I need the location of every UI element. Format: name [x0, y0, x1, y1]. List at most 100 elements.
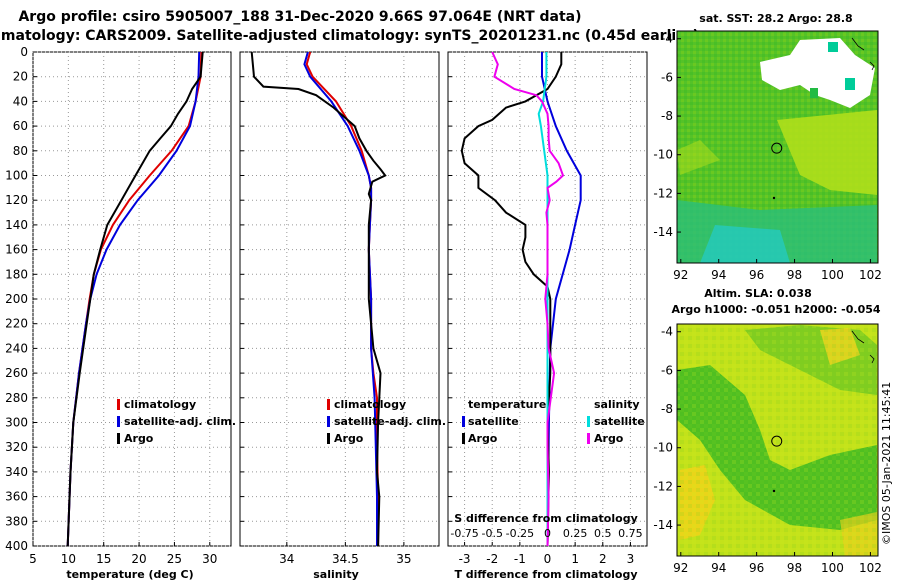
sst-coolest-patch — [700, 225, 790, 263]
s-difference-axis-label: S difference from climatology — [454, 512, 638, 525]
depth-tick-label: 200 — [5, 292, 28, 306]
legend-label-t-satellite: satellite — [468, 415, 519, 428]
legend-label-t-argo: Argo — [468, 432, 498, 445]
depth-tick-label: 60 — [13, 119, 28, 133]
depth-tick-label: 20 — [13, 70, 28, 84]
legend-swatch-s-satellite — [587, 416, 590, 427]
depth-tick-label: 340 — [5, 465, 28, 479]
sst-cloud-mask — [760, 38, 875, 108]
s-diff-tick-label: 0.75 — [618, 527, 643, 540]
x-tick-label: 1 — [571, 552, 579, 566]
x-tick-label: 3 — [627, 552, 635, 566]
depth-tick-label: 260 — [5, 366, 28, 380]
x-tick-label: -3 — [459, 552, 471, 566]
sst-island — [772, 196, 776, 200]
legend-swatch-climatology — [117, 399, 120, 410]
x-tick-label: 20 — [131, 552, 146, 566]
salinity-tick-labels: 34 34.5 35 — [279, 552, 411, 566]
lat-tick-label: -6 — [661, 70, 673, 84]
legend-label-climatology: climatology — [124, 398, 196, 411]
legend-label-satellite: satellite-adj. clim. — [334, 415, 446, 428]
t-diff-argo-line — [460, 52, 563, 546]
sla-map-subtitle: Argo h1000: -0.051 h2000: -0.054 — [671, 303, 880, 316]
s-diff-tick-label: 0.25 — [563, 527, 588, 540]
x-tick-label: -2 — [486, 552, 498, 566]
lat-tick-label: -8 — [661, 109, 673, 123]
legend-label-s-argo: Argo — [594, 432, 624, 445]
temperature-legend: climatology satellite-adj. clim. Argo — [117, 398, 236, 445]
s-diff-argo-line — [491, 52, 565, 546]
s-diff-tick-label: -0.75 — [450, 527, 478, 540]
legend-swatch-argo — [327, 433, 330, 444]
depth-tick-label: 180 — [5, 267, 28, 281]
difference-legend-temperature: temperature satellite Argo — [462, 398, 546, 445]
x-tick-label: 5 — [29, 552, 37, 566]
lat-tick-label: -4 — [661, 325, 673, 339]
legend-title-temperature: temperature — [468, 398, 546, 411]
legend-label-s-satellite: satellite — [594, 415, 645, 428]
legend-swatch-s-argo — [587, 433, 590, 444]
t-difference-tick-labels: -3 -2 -1 0 1 2 3 — [459, 552, 635, 566]
sst-pixel — [810, 88, 818, 98]
sla-map: Altim. SLA: 0.038 Argo h1000: -0.051 h20… — [653, 287, 881, 575]
depth-tick-label: 40 — [13, 94, 28, 108]
lon-tick-label: 94 — [711, 561, 726, 575]
lon-tick-label: 96 — [749, 561, 764, 575]
sla-map-texture — [677, 324, 878, 556]
sla-argo-position-marker — [771, 435, 783, 447]
temperature-argo-line — [66, 52, 204, 546]
difference-legend-salinity: salinity satellite Argo — [587, 398, 645, 445]
sla-longitude-ticks: 92 94 96 98 100 102 — [673, 552, 882, 575]
sst-latitude-ticks: -4 -6 -8 -10 -12 -14 — [653, 32, 681, 239]
lat-tick-label: -4 — [661, 32, 673, 46]
sst-pixel — [828, 42, 838, 52]
legend-title-salinity: salinity — [594, 398, 640, 411]
lat-tick-label: -10 — [653, 441, 673, 455]
depth-tick-labels: 0 20 40 60 80 100 120 140 160 180 200 220 240 260 280 3… — [5, 45, 28, 553]
lat-tick-label: -12 — [653, 186, 673, 200]
imos-credit-stamp: ©IMOS 05-Jan-2021 11:45:41 — [880, 381, 893, 545]
salinity-axis-label: salinity — [313, 568, 359, 580]
temperature-tick-labels: 5 10 15 20 25 30 — [29, 552, 217, 566]
salinity-plot-frame — [239, 51, 440, 547]
depth-tick-label: 320 — [5, 440, 28, 454]
s-diff-tick-label: 0.5 — [594, 527, 612, 540]
lon-tick-label: 94 — [711, 268, 726, 282]
sst-map-title: sat. SST: 28.2 Argo: 28.8 — [699, 12, 852, 25]
legend-label-climatology: climatology — [334, 398, 406, 411]
lon-tick-label: 100 — [821, 268, 844, 282]
legend-swatch-argo — [117, 433, 120, 444]
temperature-panel: 0 20 40 60 80 100 120 140 160 180 200 220 240 260 280 3… — [5, 45, 236, 581]
x-tick-label: -1 — [514, 552, 526, 566]
legend-label-argo: Argo — [124, 432, 154, 445]
x-tick-label: 25 — [167, 552, 182, 566]
sst-map-frame — [676, 30, 879, 264]
s-difference-tick-labels: -0.75 -0.5 -0.25 0 0.25 0.5 0.75 — [450, 527, 642, 540]
s-diff-tick-label: -0.5 — [481, 527, 502, 540]
lon-tick-label: 102 — [859, 561, 882, 575]
depth-tick-label: 300 — [5, 416, 28, 430]
sst-pixel — [845, 78, 855, 90]
x-tick-label: 34.5 — [332, 552, 359, 566]
x-tick-label: 10 — [61, 552, 76, 566]
sla-coastline — [851, 330, 865, 344]
x-tick-label: 2 — [599, 552, 607, 566]
lon-tick-label: 92 — [673, 561, 688, 575]
sla-latitude-ticks: -4 -6 -8 -10 -12 -14 — [653, 325, 681, 532]
temperature-axis-label: temperature (deg C) — [66, 568, 193, 580]
lon-tick-label: 92 — [673, 268, 688, 282]
lat-tick-label: -14 — [653, 225, 673, 239]
difference-panel: -3 -2 -1 0 1 2 3 temperature satellite Argo sa… — [447, 51, 648, 581]
depth-tick-label: 0 — [20, 45, 28, 59]
title-line-1: Argo profile: csiro 5905007_188 31-Dec-2… — [18, 9, 581, 25]
sst-coastline — [851, 37, 865, 51]
title-line-2: Climatology: CARS2009. Satellite-adjuste… — [0, 28, 699, 44]
x-tick-label: 35 — [396, 552, 411, 566]
depth-tick-label: 240 — [5, 341, 28, 355]
s-diff-satellite-line — [537, 52, 549, 546]
x-tick-label: 30 — [202, 552, 217, 566]
sla-map-title: Altim. SLA: 0.038 — [704, 287, 811, 300]
salinity-argo-line — [250, 52, 387, 546]
sst-warm-patch-west — [677, 140, 720, 175]
sst-warm-patch — [777, 110, 877, 195]
